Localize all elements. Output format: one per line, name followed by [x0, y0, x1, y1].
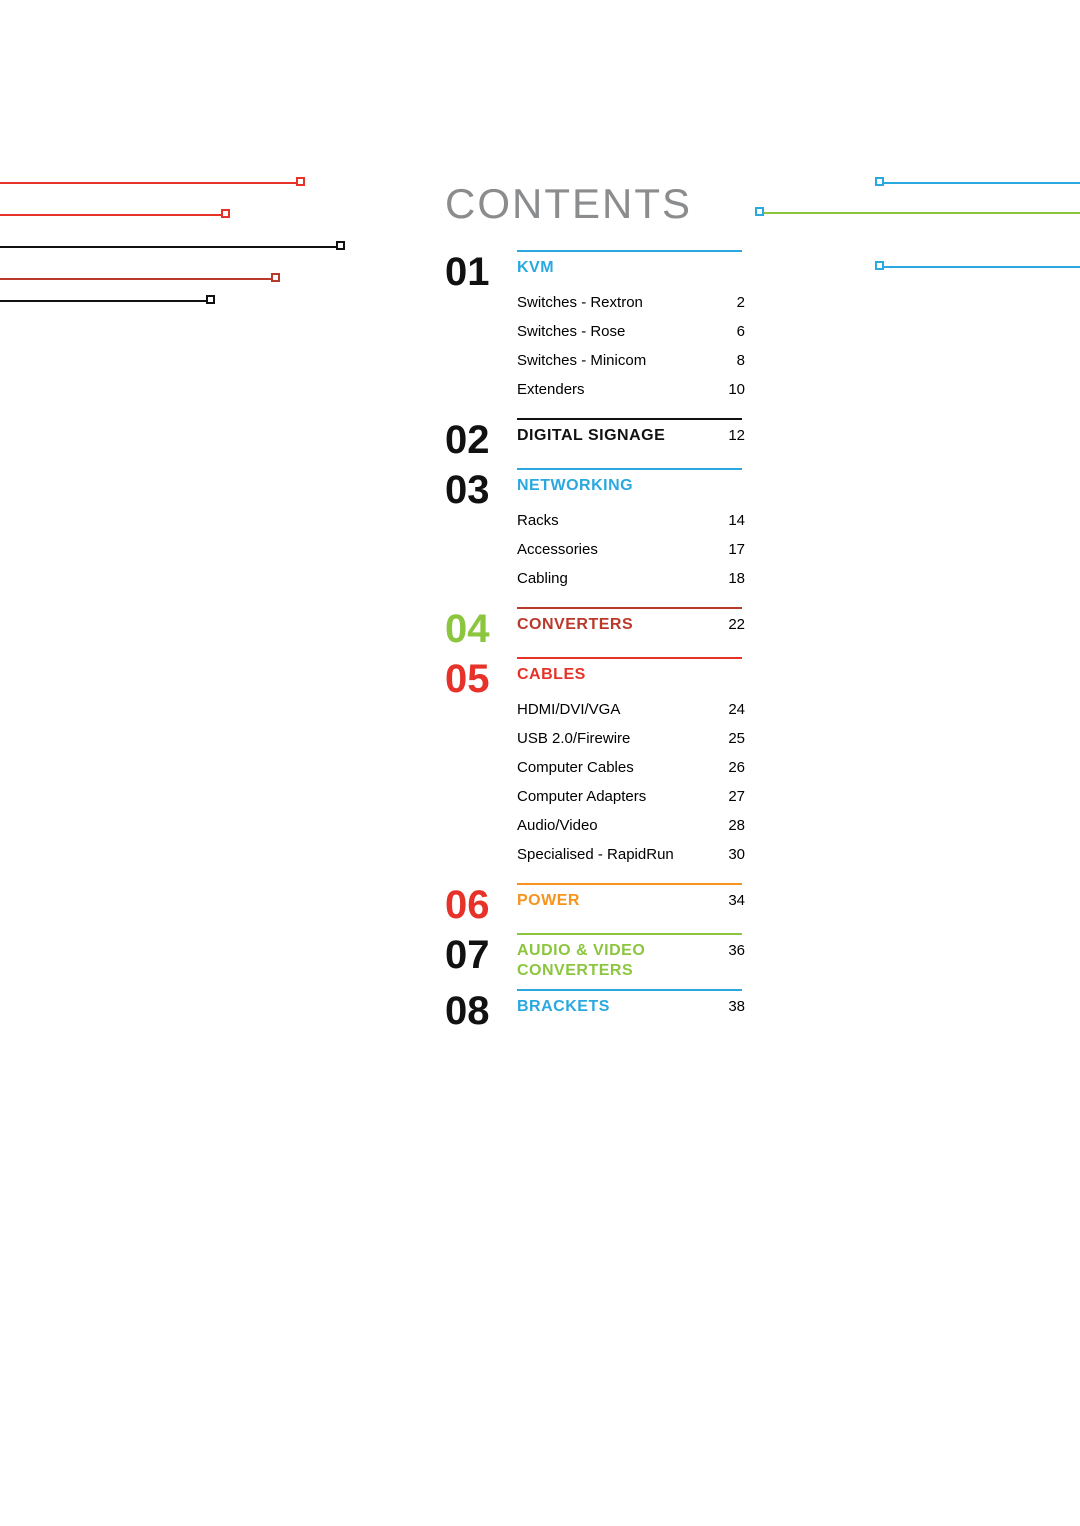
toc-section: 07AUDIO & VIDEO CONVERTERS 36: [445, 935, 745, 981]
toc-item: Switches - Rextron 2: [517, 288, 745, 317]
toc-item-label: HDMI/DVI/VGA: [517, 701, 620, 718]
section-number: 01: [445, 252, 517, 292]
toc-section: 03NETWORKING Racks 14 Accessories 17 Cabling 1…: [445, 470, 745, 593]
toc-item-page: 24: [728, 701, 745, 718]
section-page: 12: [728, 426, 745, 444]
section-page: 22: [728, 615, 745, 633]
toc-item-page: 25: [728, 730, 745, 747]
section-title: CONVERTERS: [517, 615, 633, 635]
toc-item-label: Audio/Video: [517, 817, 598, 834]
toc-item-page: 14: [728, 512, 745, 529]
toc-section: 06POWER 34: [445, 885, 745, 925]
section-page: 36: [728, 941, 745, 959]
toc-item-label: Racks: [517, 512, 559, 529]
toc-item: USB 2.0/Firewire 25: [517, 724, 745, 753]
toc-item: Audio/Video 28: [517, 811, 745, 840]
toc-item-page: 26: [728, 759, 745, 776]
toc-item: Racks 14: [517, 506, 745, 535]
section-title: AUDIO & VIDEO CONVERTERS: [517, 941, 687, 981]
toc-section: 04CONVERTERS 22: [445, 609, 745, 649]
toc-item: Computer Cables 26: [517, 753, 745, 782]
toc-section: 02DIGITAL SIGNAGE 12: [445, 420, 745, 460]
section-number: 06: [445, 885, 517, 925]
deco-line: [880, 182, 1080, 184]
section-number: 08: [445, 991, 517, 1031]
toc-item-page: 2: [737, 294, 745, 311]
toc-item-label: Accessories: [517, 541, 598, 558]
table-of-contents: 01KVM Switches - Rextron 2 Switches - Rose 6…: [445, 250, 745, 1039]
toc-item-label: Switches - Minicom: [517, 352, 646, 369]
section-number: 07: [445, 935, 517, 975]
section-title: POWER: [517, 891, 580, 911]
toc-item: HDMI/DVI/VGA 24: [517, 695, 745, 724]
deco-line: [0, 182, 300, 184]
section-title: NETWORKING: [517, 476, 633, 496]
toc-item-label: Cabling: [517, 570, 568, 587]
deco-square-icon: [755, 207, 764, 216]
section-title: KVM: [517, 258, 554, 278]
deco-line: [0, 278, 275, 280]
deco-square-icon: [336, 241, 345, 250]
toc-item: Extenders 10: [517, 375, 745, 404]
deco-square-icon: [206, 295, 215, 304]
toc-item: Computer Adapters 27: [517, 782, 745, 811]
section-number: 03: [445, 470, 517, 510]
deco-left-group: [0, 0, 1080, 10]
contents-heading: CONTENTS: [445, 180, 692, 228]
deco-line: [880, 266, 1080, 268]
section-title: BRACKETS: [517, 997, 610, 1017]
deco-line: [0, 214, 225, 216]
deco-square-icon: [296, 177, 305, 186]
deco-square-icon: [271, 273, 280, 282]
section-number: 02: [445, 420, 517, 460]
toc-item-page: 18: [728, 570, 745, 587]
toc-item-page: 10: [728, 381, 745, 398]
toc-item-page: 17: [728, 541, 745, 558]
deco-square-icon: [221, 209, 230, 218]
toc-item: Cabling 18: [517, 564, 745, 593]
toc-item: Switches - Rose 6: [517, 317, 745, 346]
deco-square-icon: [875, 177, 884, 186]
section-title: CABLES: [517, 665, 586, 685]
section-title: DIGITAL SIGNAGE: [517, 426, 665, 446]
deco-line: [760, 212, 1080, 214]
toc-item-label: Specialised - RapidRun: [517, 846, 674, 863]
toc-item-page: 27: [728, 788, 745, 805]
toc-item-label: Switches - Rextron: [517, 294, 643, 311]
toc-item: Accessories 17: [517, 535, 745, 564]
section-number: 05: [445, 659, 517, 699]
deco-line: [0, 300, 210, 302]
section-page: 38: [728, 997, 745, 1015]
toc-section: 05CABLES HDMI/DVI/VGA 24 USB 2.0/Firewire 25…: [445, 659, 745, 869]
toc-item-label: Computer Cables: [517, 759, 634, 776]
toc-section: 08BRACKETS 38: [445, 991, 745, 1031]
deco-square-icon: [875, 261, 884, 270]
toc-section: 01KVM Switches - Rextron 2 Switches - Rose 6…: [445, 252, 745, 404]
toc-item-page: 30: [728, 846, 745, 863]
toc-item-label: Extenders: [517, 381, 585, 398]
toc-item-label: Computer Adapters: [517, 788, 646, 805]
toc-item-label: Switches - Rose: [517, 323, 625, 340]
toc-item-page: 6: [737, 323, 745, 340]
section-page: 34: [728, 891, 745, 909]
toc-item-label: USB 2.0/Firewire: [517, 730, 630, 747]
toc-item: Specialised - RapidRun 30: [517, 840, 745, 869]
toc-item-page: 28: [728, 817, 745, 834]
toc-item: Switches - Minicom 8: [517, 346, 745, 375]
toc-item-page: 8: [737, 352, 745, 369]
deco-line: [0, 246, 340, 248]
section-number: 04: [445, 609, 517, 649]
